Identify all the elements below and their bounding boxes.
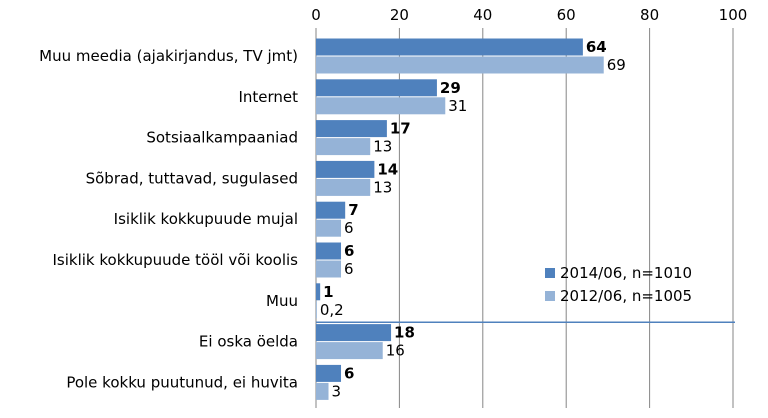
category-label: Internet [238, 88, 298, 106]
bar-series2 [316, 342, 383, 360]
bar-series1 [316, 324, 392, 342]
data-label: 6 [344, 364, 354, 382]
data-label: 6 [344, 260, 354, 278]
data-label: 7 [348, 201, 358, 219]
data-label: 13 [373, 178, 392, 196]
data-label: 69 [607, 56, 626, 74]
bars-layer [316, 38, 604, 400]
legend-swatch [545, 268, 555, 278]
data-label: 64 [586, 38, 607, 56]
data-label: 29 [440, 79, 461, 97]
bar-series1 [316, 364, 342, 382]
bar-series1 [316, 38, 583, 56]
data-label: 1 [323, 283, 333, 301]
bar-series1 [316, 160, 375, 178]
x-tick-label: 100 [719, 6, 748, 24]
category-label: Sotsiaalkampaaniad [146, 129, 298, 147]
category-label: Ei oska öelda [199, 333, 298, 351]
bar-series2 [316, 219, 342, 237]
data-label: 0,2 [320, 301, 344, 319]
legend-label: 2014/06, n=1010 [560, 264, 692, 282]
data-label: 16 [386, 342, 405, 360]
data-label: 31 [448, 97, 467, 115]
bar-series1 [316, 283, 321, 301]
bar-series1 [316, 201, 346, 219]
x-axis-ticks: 0 20 40 60 80 100 [311, 6, 747, 24]
category-label: Muu meedia (ajakirjandus, TV jmt) [39, 47, 298, 65]
data-label: 14 [377, 160, 398, 178]
data-label: 13 [373, 138, 392, 156]
bar-series1 [316, 242, 342, 260]
category-label: Isiklik kokkupuude tööl või koolis [52, 251, 298, 269]
x-tick-label: 20 [390, 6, 409, 24]
bar-series2 [316, 138, 371, 156]
bar-series2 [316, 97, 446, 115]
data-label: 6 [344, 242, 354, 260]
legend-swatch [545, 291, 555, 301]
bar-series2 [316, 260, 342, 278]
bar-series2 [316, 56, 604, 74]
category-label: Pole kokku puutunud, ei huvita [66, 373, 298, 391]
data-label: 6 [344, 219, 354, 237]
x-tick-label: 40 [473, 6, 492, 24]
data-label: 17 [390, 120, 411, 138]
bar-series2 [316, 178, 371, 196]
category-label: Sõbrad, tuttavad, sugulased [86, 169, 298, 187]
category-label: Muu [266, 292, 298, 310]
legend: 2014/06, n=1010 2012/06, n=1005 [545, 264, 692, 305]
bar-series2 [316, 382, 329, 400]
data-label: 3 [332, 382, 342, 400]
x-tick-label: 60 [557, 6, 576, 24]
legend-label: 2012/06, n=1005 [560, 287, 692, 305]
x-tick-label: 80 [640, 6, 659, 24]
bar-series2 [316, 301, 317, 319]
x-tick-label: 0 [311, 6, 321, 24]
bar-series1 [316, 79, 437, 97]
data-label: 18 [394, 324, 415, 342]
category-label: Isiklik kokkupuude mujal [114, 210, 298, 228]
bar-series1 [316, 120, 387, 138]
